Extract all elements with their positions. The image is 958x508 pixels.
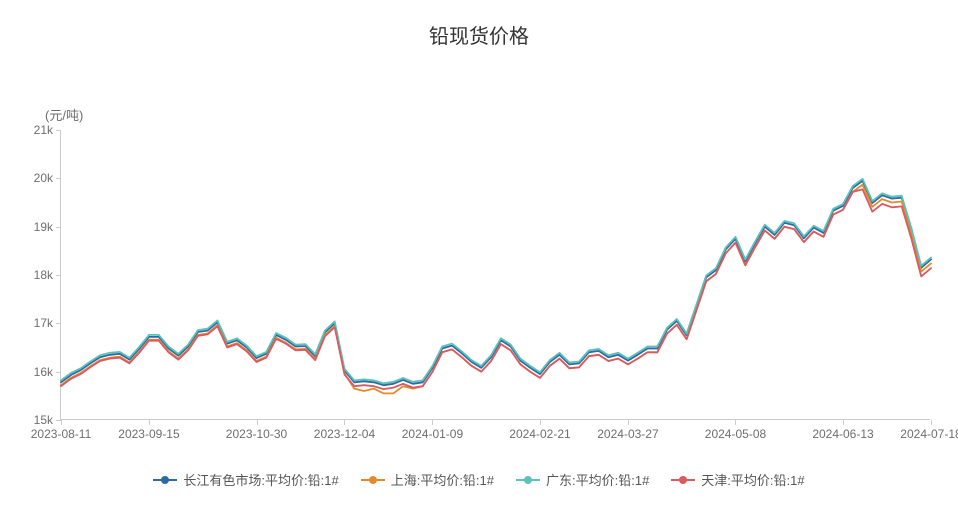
legend-dot-icon [369,476,377,484]
chart-container: 铅现货价格 (元/吨) 15k16k17k18k19k20k21k2023-08… [0,0,958,508]
x-tick-mark [540,420,541,425]
series-line [61,189,931,389]
line-series-svg [61,130,931,420]
legend-dot-icon [161,476,169,484]
legend: 长江有色市场:平均价:铅:1# 上海:平均价:铅:1# 广东:平均价:铅:1# 天津:… [0,470,958,489]
x-tick-mark [149,420,150,425]
legend-dot-icon [524,476,532,484]
y-tick-mark [56,227,61,228]
x-tick-label: 2023-09-15 [118,427,179,441]
legend-item[interactable]: 长江有色市场:平均价:铅:1# [153,470,338,489]
legend-swatch [516,475,540,485]
legend-label: 天津:平均价:铅:1# [701,470,804,489]
legend-dot-icon [679,476,687,484]
x-tick-label: 2024-02-21 [509,427,570,441]
y-tick-mark [56,275,61,276]
x-tick-label: 2024-06-13 [812,427,873,441]
plot-area: 15k16k17k18k19k20k21k2023-08-112023-09-1… [60,130,930,420]
y-tick-mark [56,130,61,131]
x-tick-label: 2023-10-30 [226,427,287,441]
x-tick-mark [344,420,345,425]
legend-label: 上海:平均价:铅:1# [391,470,494,489]
legend-label: 广东:平均价:铅:1# [546,470,649,489]
y-tick-label: 15k [34,413,53,427]
y-tick-mark [56,178,61,179]
x-tick-mark [628,420,629,425]
x-tick-label: 2024-05-08 [705,427,766,441]
series-line [61,181,931,385]
y-tick-label: 17k [34,316,53,330]
x-tick-label: 2024-01-09 [402,427,463,441]
x-tick-mark [61,420,62,425]
y-tick-label: 18k [34,268,53,282]
x-tick-label: 2023-12-04 [314,427,375,441]
y-tick-label: 21k [34,123,53,137]
legend-item[interactable]: 天津:平均价:铅:1# [671,470,804,489]
chart-title: 铅现货价格 [0,20,958,49]
x-tick-mark [735,420,736,425]
x-tick-mark [432,420,433,425]
series-line [61,185,931,394]
x-tick-mark [931,420,932,425]
y-tick-label: 16k [34,365,53,379]
y-axis-unit: (元/吨) [45,105,83,124]
x-tick-label: 2024-03-27 [597,427,658,441]
legend-swatch [671,475,695,485]
y-tick-label: 20k [34,171,53,185]
x-tick-label: 2023-08-11 [31,427,92,441]
y-tick-mark [56,323,61,324]
legend-swatch [153,475,177,485]
y-tick-label: 19k [34,220,53,234]
x-tick-mark [257,420,258,425]
legend-item[interactable]: 广东:平均价:铅:1# [516,470,649,489]
legend-item[interactable]: 上海:平均价:铅:1# [361,470,494,489]
legend-swatch [361,475,385,485]
y-tick-mark [56,372,61,373]
x-tick-mark [843,420,844,425]
legend-label: 长江有色市场:平均价:铅:1# [183,470,338,489]
x-tick-label: 2024-07-18 [900,427,958,441]
